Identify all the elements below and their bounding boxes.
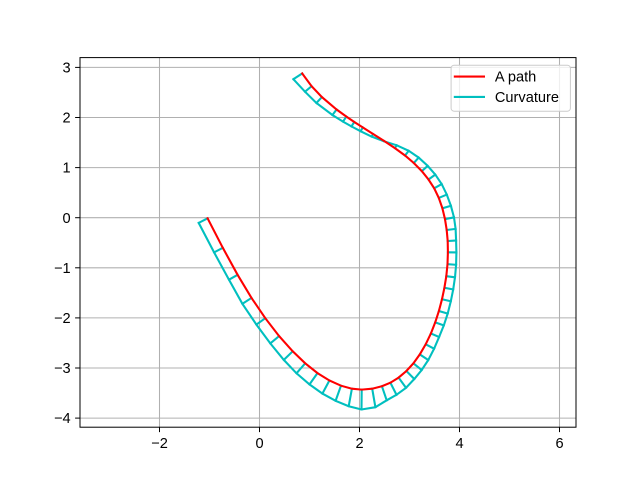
svg-text:6: 6: [555, 436, 563, 452]
svg-text:Curvature: Curvature: [495, 90, 559, 106]
svg-text:−2: −2: [54, 311, 71, 327]
svg-text:−4: −4: [54, 411, 71, 427]
svg-text:0: 0: [62, 211, 70, 227]
svg-text:−3: −3: [54, 361, 71, 377]
svg-text:1: 1: [62, 161, 70, 177]
svg-text:−1: −1: [54, 261, 71, 277]
svg-text:2: 2: [355, 436, 363, 452]
svg-text:A path: A path: [495, 69, 536, 85]
svg-text:3: 3: [62, 61, 70, 77]
svg-text:2: 2: [62, 111, 70, 127]
svg-text:0: 0: [255, 436, 263, 452]
svg-text:−2: −2: [151, 436, 168, 452]
svg-text:4: 4: [455, 436, 463, 452]
